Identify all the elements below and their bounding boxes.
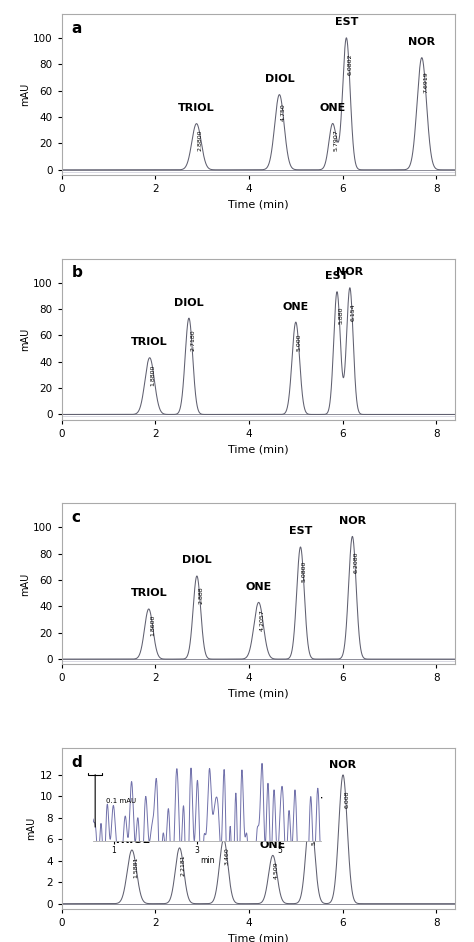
Text: 5.880: 5.880 — [338, 306, 343, 324]
Y-axis label: mAU: mAU — [20, 328, 30, 350]
Y-axis label: mAU: mAU — [20, 83, 30, 106]
Text: d: d — [72, 755, 82, 770]
Text: 5.0800: 5.0800 — [301, 560, 307, 582]
Text: TEST: TEST — [208, 824, 239, 834]
Text: 6.154: 6.154 — [351, 303, 356, 320]
Text: NOR: NOR — [329, 759, 356, 770]
Text: EST: EST — [325, 271, 349, 282]
Text: DIOL: DIOL — [174, 298, 204, 308]
Text: TRIOL: TRIOL — [114, 835, 150, 845]
Text: 2.888: 2.888 — [198, 586, 203, 604]
X-axis label: Time (min): Time (min) — [228, 934, 289, 942]
Text: 6.008: 6.008 — [344, 790, 349, 808]
Text: 1.8600: 1.8600 — [150, 615, 155, 637]
Text: 2.7180: 2.7180 — [190, 330, 195, 351]
Text: DIOL: DIOL — [165, 833, 194, 842]
Text: NOR: NOR — [339, 516, 366, 526]
Text: 1.8800: 1.8800 — [151, 365, 156, 386]
Y-axis label: mAU: mAU — [27, 817, 36, 840]
Text: ONE: ONE — [246, 582, 272, 592]
Text: 7.6919: 7.6919 — [423, 72, 428, 93]
Text: ONE: ONE — [319, 103, 346, 113]
Text: ONE: ONE — [283, 301, 309, 312]
Text: DIOL: DIOL — [264, 74, 294, 84]
X-axis label: Time (min): Time (min) — [228, 689, 289, 699]
Text: 3.460: 3.460 — [225, 847, 230, 865]
Text: TRIOL: TRIOL — [178, 103, 215, 113]
Text: ONE: ONE — [260, 840, 286, 850]
Text: EST: EST — [335, 17, 358, 27]
Text: DIOL: DIOL — [182, 556, 212, 565]
Text: 1.5881: 1.5881 — [133, 856, 138, 878]
X-axis label: Time (min): Time (min) — [228, 445, 289, 454]
Text: NOR: NOR — [408, 37, 435, 47]
Text: TRIOL: TRIOL — [131, 337, 168, 348]
Text: b: b — [72, 266, 82, 280]
Text: a: a — [72, 21, 82, 36]
Text: 2.2181: 2.2181 — [181, 854, 186, 876]
Text: 5.3098: 5.3098 — [311, 823, 317, 845]
Text: 6.0802: 6.0802 — [347, 54, 353, 75]
Text: TRIOL: TRIOL — [130, 589, 167, 598]
Y-axis label: mAU: mAU — [20, 573, 30, 595]
Text: 4.750: 4.750 — [281, 104, 285, 122]
Text: 4.509: 4.509 — [274, 861, 279, 879]
Text: c: c — [72, 510, 81, 525]
Text: 5.7907: 5.7907 — [334, 129, 339, 151]
X-axis label: Time (min): Time (min) — [228, 200, 289, 210]
Text: NOR: NOR — [336, 268, 364, 277]
Text: 4.2057: 4.2057 — [260, 609, 265, 631]
Text: 5.000: 5.000 — [297, 333, 302, 350]
Text: EST: EST — [299, 797, 322, 807]
Text: EST: EST — [289, 527, 312, 536]
Text: 6.2080: 6.2080 — [354, 551, 358, 573]
Text: 2.8800: 2.8800 — [198, 129, 203, 151]
